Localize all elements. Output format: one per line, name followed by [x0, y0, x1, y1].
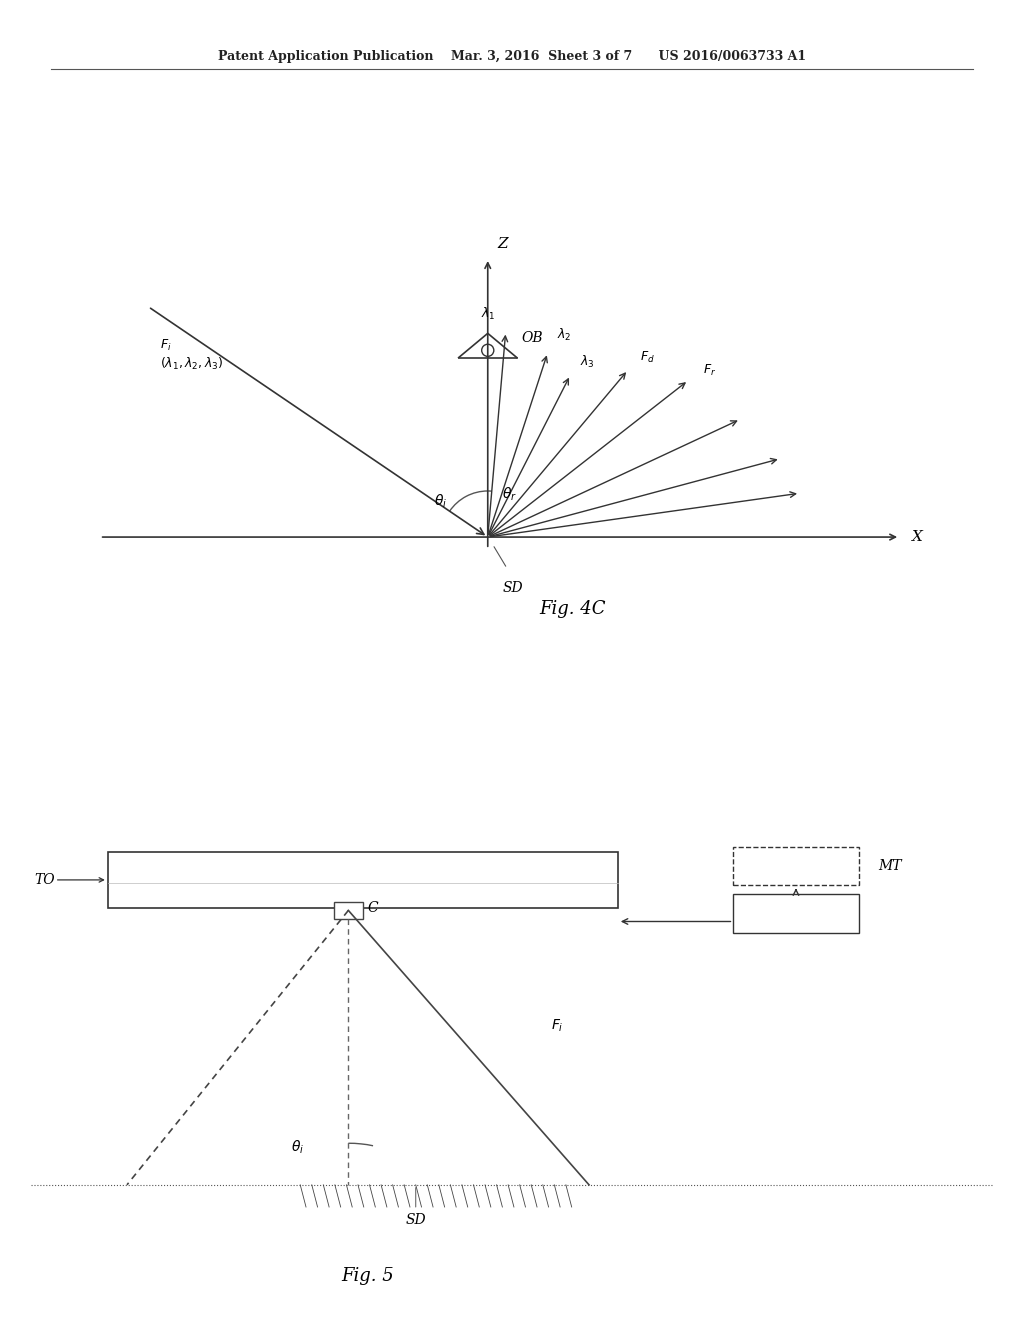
Text: $\lambda_3$: $\lambda_3$	[580, 354, 595, 370]
Text: MT: MT	[878, 859, 901, 873]
Text: $F_r$: $F_r$	[702, 363, 716, 378]
Text: $\lambda_1$: $\lambda_1$	[481, 306, 497, 322]
Text: $F_i$
$(\lambda_1,\lambda_2,\lambda_3)$: $F_i$ $(\lambda_1,\lambda_2,\lambda_3)$	[161, 338, 224, 372]
Text: Patent Application Publication    Mar. 3, 2016  Sheet 3 of 7      US 2016/006373: Patent Application Publication Mar. 3, 2…	[218, 50, 806, 63]
Text: $\theta_i$: $\theta_i$	[291, 1139, 304, 1156]
Text: TO: TO	[34, 873, 55, 887]
Text: SD: SD	[503, 581, 523, 595]
Text: $\lambda_2$: $\lambda_2$	[557, 327, 572, 343]
Text: $F_i$: $F_i$	[551, 1018, 563, 1034]
FancyBboxPatch shape	[334, 902, 362, 919]
Text: C: C	[368, 900, 378, 915]
Text: OB: OB	[521, 331, 544, 346]
FancyBboxPatch shape	[108, 853, 617, 908]
Text: Fig. 5: Fig. 5	[341, 1267, 394, 1284]
Text: SD: SD	[406, 1213, 426, 1226]
Text: $\theta_i$: $\theta_i$	[434, 492, 447, 510]
FancyBboxPatch shape	[733, 846, 858, 886]
Text: X: X	[912, 531, 923, 544]
Text: Z: Z	[498, 236, 508, 251]
Text: $\theta_r$: $\theta_r$	[503, 486, 517, 503]
Text: $F_d$: $F_d$	[640, 350, 655, 366]
FancyBboxPatch shape	[733, 894, 858, 932]
Text: Fig. 4C: Fig. 4C	[540, 601, 606, 618]
